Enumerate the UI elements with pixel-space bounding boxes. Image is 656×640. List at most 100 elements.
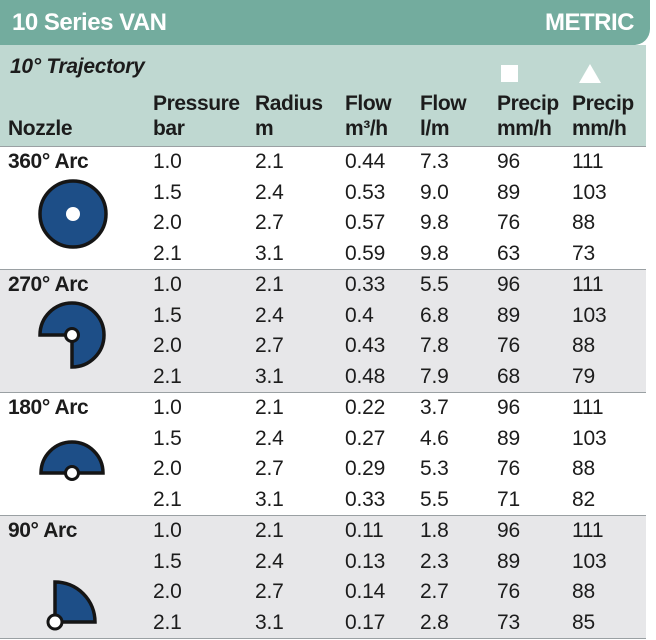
radius-cell: 3.1 [255, 241, 284, 265]
precip-sq-cell: 76 [497, 580, 520, 603]
col-header-unit: m³/h [345, 117, 388, 140]
precip-tri-cell: 103 [572, 549, 607, 573]
flow-m3h-cell: 0.11 [345, 519, 384, 542]
product-title: 10 Series VAN [12, 8, 167, 36]
precip-sq-cell: 96 [497, 519, 520, 542]
col-header-unit: bar [153, 117, 185, 140]
radius-cell: 2.4 [255, 303, 284, 327]
units-label: METRIC [545, 8, 635, 36]
precip-sq-cell: 76 [497, 211, 520, 234]
flow-m3h-cell: 0.33 [345, 273, 386, 296]
col-header-label: Precip [572, 92, 634, 115]
radius-cell: 2.1 [255, 273, 284, 296]
flow-lm-cell: 3.7 [420, 396, 449, 419]
flow-lm-cell: 2.8 [420, 610, 449, 634]
pressure-cell: 1.0 [153, 519, 182, 542]
flow-lm-cell: 1.8 [420, 519, 449, 542]
flow-lm-cell: 5.5 [420, 487, 449, 511]
col-header-unit: mm/h [572, 117, 627, 140]
flow-m3h-cell: 0.53 [345, 180, 386, 204]
flow-lm-cell: 9.8 [420, 211, 449, 234]
section-270-arc: 270° Arc 1.0 2.1 0.33 5.5 96 111 1.5 2.4… [0, 269, 646, 392]
col-header-label: Pressure [153, 92, 240, 115]
precip-tri-cell: 82 [572, 487, 595, 511]
radius-cell: 2.7 [255, 580, 284, 603]
precip-tri-cell: 88 [572, 334, 595, 357]
col-header-precip-square: Precip mm/h [489, 64, 564, 146]
flow-lm-cell: 7.9 [420, 364, 449, 388]
pressure-cell: 1.0 [153, 273, 182, 296]
radius-cell: 2.4 [255, 549, 284, 573]
table-header-area: 10° Trajectory Nozzle Pressure bar Radiu… [0, 45, 646, 146]
title-bar: 10 Series VAN METRIC [0, 0, 650, 45]
pressure-cell: 2.1 [153, 364, 182, 388]
trajectory-label: 10° Trajectory [10, 55, 145, 78]
flow-lm-cell: 9.8 [420, 241, 449, 265]
precip-tri-cell: 103 [572, 426, 607, 450]
precip-sq-cell: 63 [497, 241, 520, 265]
flow-m3h-cell: 0.17 [345, 610, 386, 634]
flow-m3h-cell: 0.27 [345, 426, 386, 450]
radius-cell: 2.7 [255, 211, 284, 234]
nozzle-cell: 90° Arc [0, 516, 145, 638]
pressure-cell: 1.5 [153, 549, 182, 573]
pressure-cell: 2.1 [153, 487, 182, 511]
pressure-cell: 2.0 [153, 457, 182, 480]
flow-lm-cell: 5.5 [420, 273, 449, 296]
section-grid: 270° Arc 1.0 2.1 0.33 5.5 96 111 1.5 2.4… [0, 270, 646, 392]
pressure-cell: 1.5 [153, 303, 182, 327]
flow-m3h-cell: 0.43 [345, 334, 386, 357]
flow-m3h-cell: 0.59 [345, 241, 386, 265]
flow-lm-cell: 2.3 [420, 549, 449, 573]
col-header-label: Flow [420, 92, 467, 115]
arc-90-icon [46, 580, 97, 631]
col-header-label: Nozzle [8, 117, 73, 140]
nozzle-cell: 360° Arc [0, 147, 145, 269]
arc-360-icon [38, 179, 108, 249]
flow-lm-cell: 2.7 [420, 580, 449, 603]
precip-tri-cell: 73 [572, 241, 595, 265]
pressure-cell: 1.0 [153, 150, 182, 173]
pressure-cell: 2.1 [153, 610, 182, 634]
pressure-cell: 2.0 [153, 334, 182, 357]
radius-cell: 2.1 [255, 396, 284, 419]
section-grid: 90° Arc 1.0 2.1 0.11 1.8 96 111 1.5 2.4 … [0, 516, 646, 638]
flow-m3h-cell: 0.4 [345, 303, 374, 327]
precip-tri-cell: 111 [572, 273, 604, 296]
pressure-cell: 2.0 [153, 211, 182, 234]
flow-lm-cell: 4.6 [420, 426, 449, 450]
precip-sq-cell: 76 [497, 334, 520, 357]
precip-sq-cell: 96 [497, 396, 520, 419]
radius-cell: 2.4 [255, 180, 284, 204]
precip-sq-cell: 89 [497, 426, 520, 450]
col-header-flow-m3h: Flow m³/h [337, 64, 412, 146]
col-header-label: Flow [345, 92, 392, 115]
precip-sq-cell: 89 [497, 180, 520, 204]
arc-label: 360° Arc [8, 150, 89, 173]
radius-cell: 3.1 [255, 610, 284, 634]
radius-cell: 2.4 [255, 426, 284, 450]
col-header-nozzle: Nozzle [0, 64, 145, 146]
radius-cell: 3.1 [255, 487, 284, 511]
flow-lm-cell: 9.0 [420, 180, 449, 204]
col-header-label: Radius [255, 92, 323, 115]
triangle-icon [579, 64, 601, 83]
col-header-unit: l/m [420, 117, 450, 140]
col-header-precip-triangle: Precip mm/h [564, 64, 646, 146]
precip-tri-cell: 103 [572, 303, 607, 327]
flow-m3h-cell: 0.44 [345, 150, 386, 173]
precip-sq-cell: 76 [497, 457, 520, 480]
precip-sq-cell: 89 [497, 549, 520, 573]
precip-tri-cell: 79 [572, 364, 595, 388]
arc-label: 180° Arc [8, 396, 89, 419]
flow-lm-cell: 7.3 [420, 150, 449, 173]
precip-sq-cell: 96 [497, 273, 520, 296]
pressure-cell: 2.0 [153, 580, 182, 603]
precip-tri-cell: 88 [572, 457, 595, 480]
precip-sq-cell: 89 [497, 303, 520, 327]
precip-tri-cell: 103 [572, 180, 607, 204]
col-header-label: Precip [497, 92, 559, 115]
flow-m3h-cell: 0.13 [345, 549, 386, 573]
pressure-cell: 1.5 [153, 180, 182, 204]
